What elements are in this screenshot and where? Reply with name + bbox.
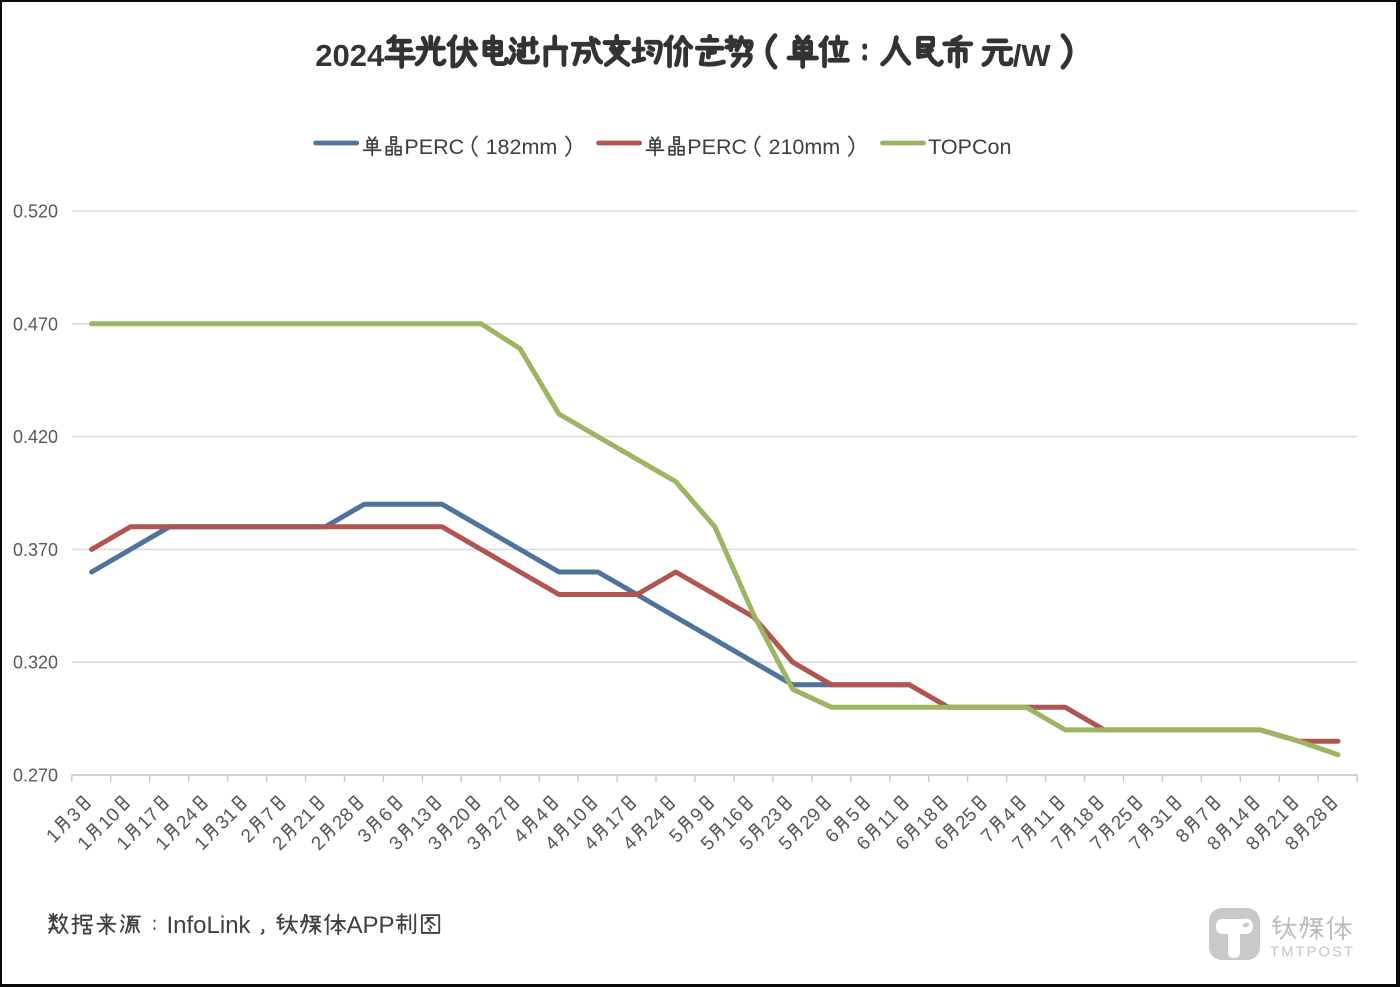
svg-text:APP: APP <box>347 912 395 939</box>
svg-text:PERC: PERC <box>404 135 464 159</box>
svg-text:0.520: 0.520 <box>13 202 58 222</box>
svg-text:0.470: 0.470 <box>13 314 58 334</box>
svg-text:0.320: 0.320 <box>13 653 58 673</box>
svg-text:182mm: 182mm <box>486 135 558 159</box>
svg-text:0.370: 0.370 <box>13 540 58 560</box>
svg-text:TMTPOST: TMTPOST <box>1270 944 1355 961</box>
svg-text:/W: /W <box>1013 38 1052 73</box>
svg-text:0.420: 0.420 <box>13 427 58 447</box>
svg-text:210mm: 210mm <box>769 135 841 159</box>
svg-text:2024: 2024 <box>315 38 385 73</box>
svg-text:TOPCon: TOPCon <box>928 135 1011 159</box>
svg-text:PERC: PERC <box>687 135 747 159</box>
svg-text:InfoLink: InfoLink <box>167 912 252 939</box>
svg-text:0.270: 0.270 <box>13 766 58 786</box>
